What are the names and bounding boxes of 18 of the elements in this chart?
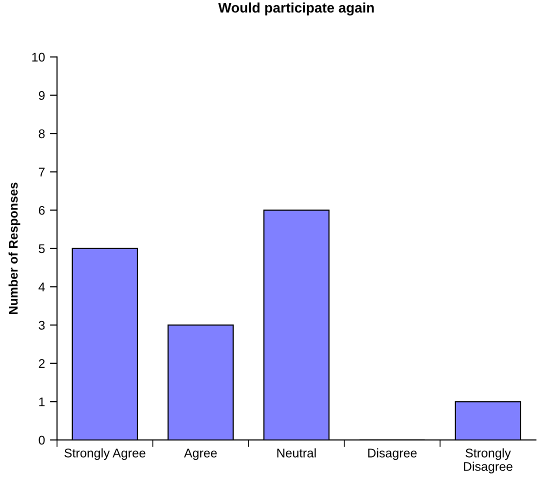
y-tick-label: 4 (38, 282, 45, 292)
y-tick-label: 10 (32, 52, 45, 62)
y-tick-label: 6 (38, 206, 45, 215)
y-tick-label: 3 (38, 320, 45, 330)
chart-title: Would participate again (218, 2, 374, 16)
x-tick-label: Strongly Disagree (464, 448, 512, 474)
x-tick-label: Strongly Agree (64, 448, 146, 460)
y-tick-label: 7 (38, 168, 45, 176)
y-tick-label: 0 (38, 436, 45, 445)
x-tick-label: Agree (184, 448, 217, 460)
y-tick-label: 1 (39, 398, 45, 406)
y-tick-label: 5 (38, 244, 45, 254)
y-tick-label: 8 (38, 129, 45, 138)
x-tick-label: Disagree (368, 448, 417, 460)
y-axis-title: Number of Responses (8, 182, 20, 314)
y-tick-label: 2 (38, 359, 45, 368)
x-tick-label: Neutral (277, 448, 316, 458)
y-tick-label: 9 (38, 91, 45, 100)
